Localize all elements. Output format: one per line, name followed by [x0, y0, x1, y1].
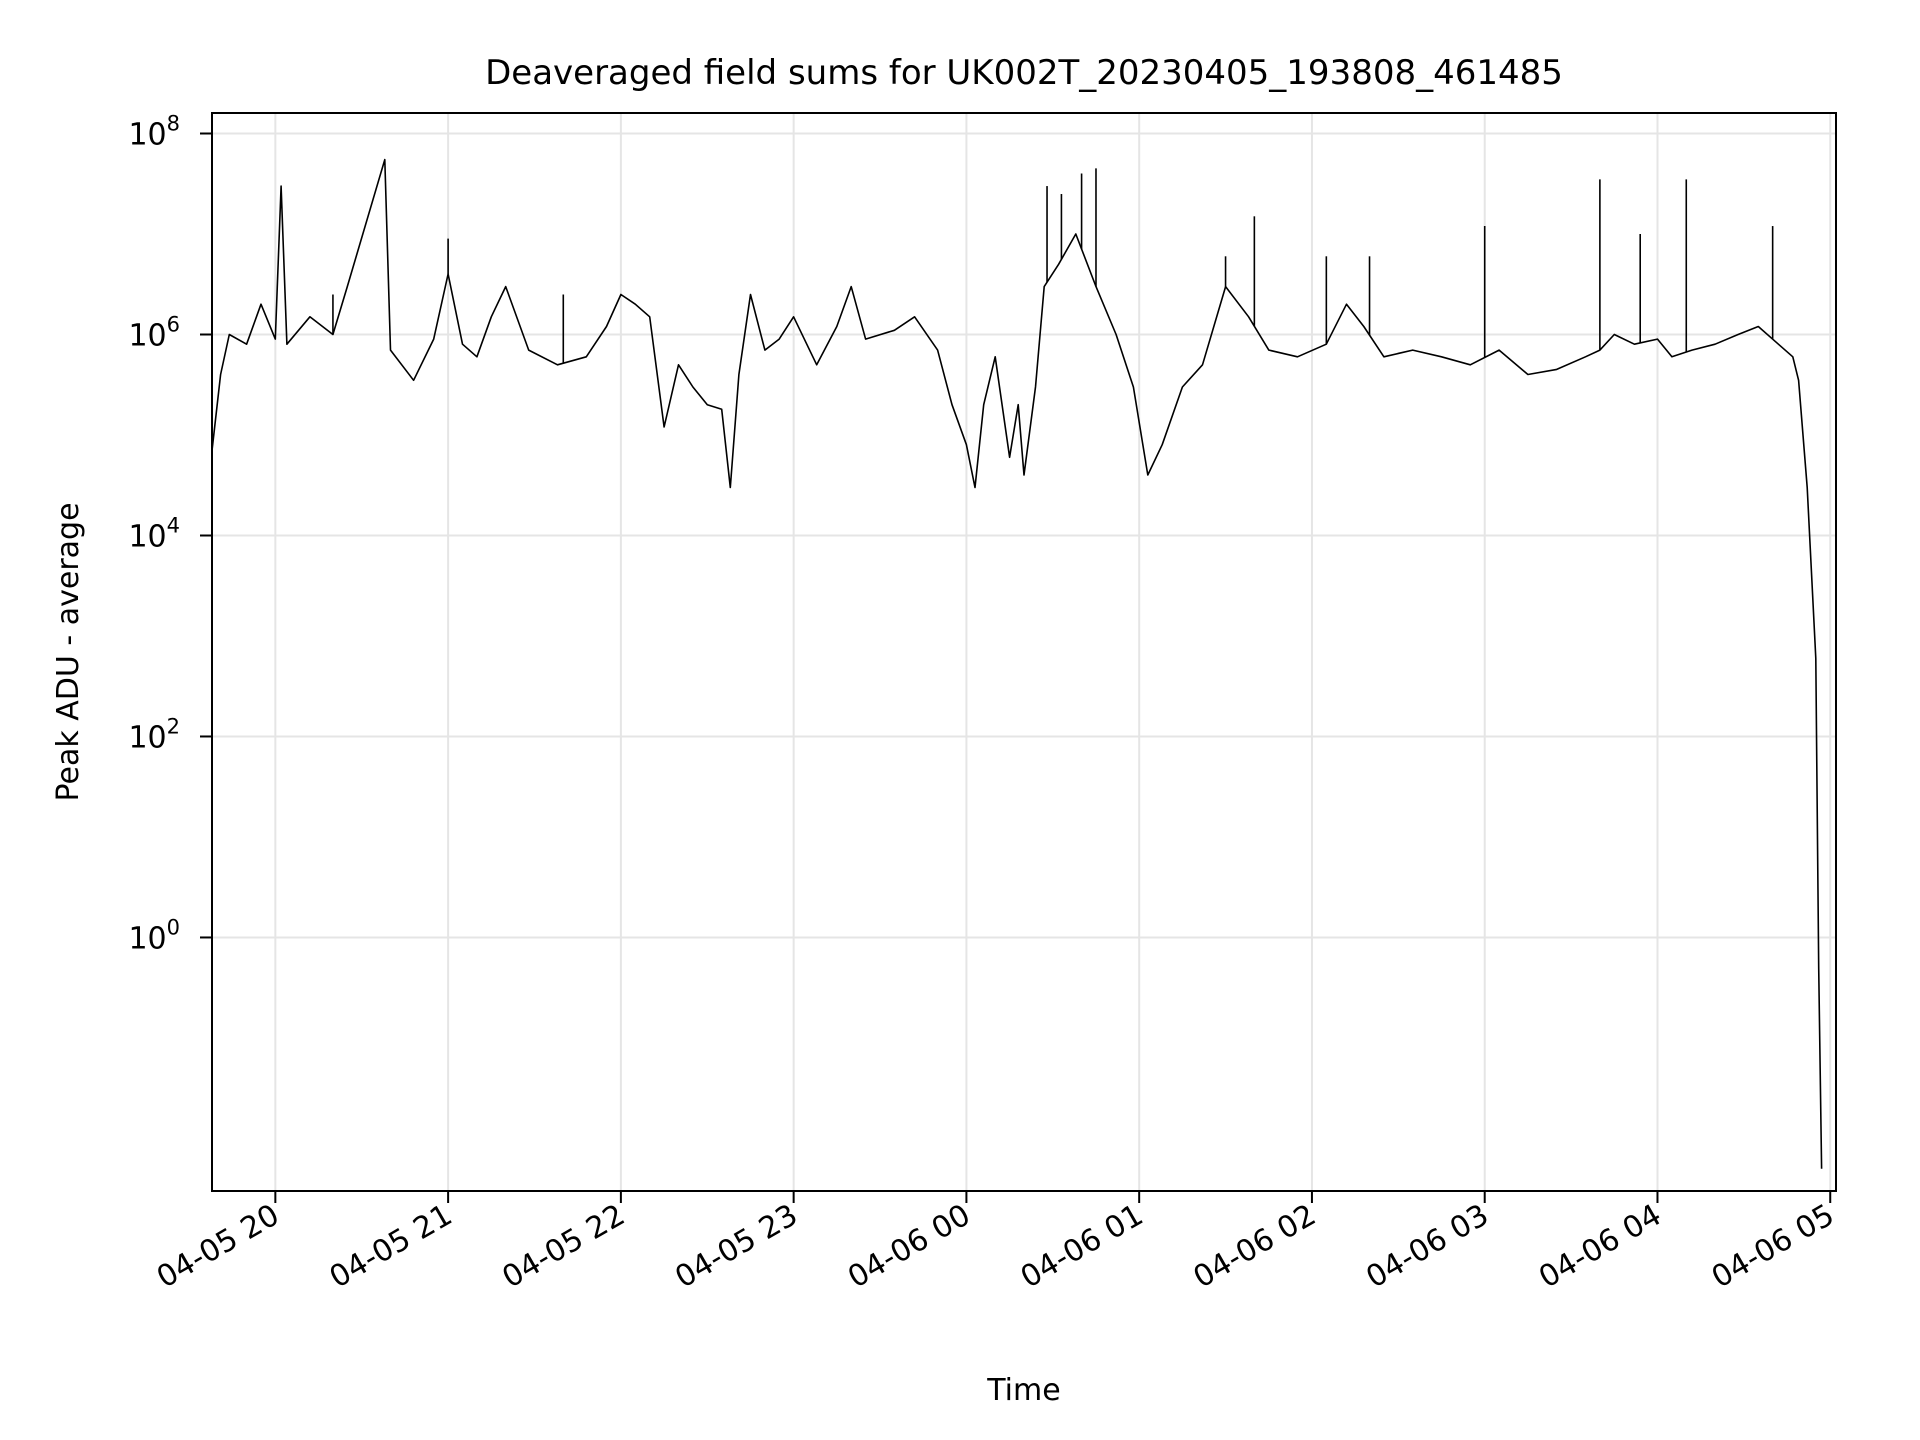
y-tick-base: 10	[128, 921, 166, 956]
y-tick-label: 100	[128, 915, 180, 956]
y-tick-exponent: 8	[167, 112, 180, 136]
series-line	[211, 158, 1823, 1169]
y-tick-label: 106	[128, 313, 180, 354]
y-tick-exponent: 4	[167, 513, 180, 537]
y-tick-label: 108	[128, 112, 180, 153]
y-tick-base: 10	[128, 118, 166, 153]
axes-frame	[211, 112, 1837, 1192]
x-axis-label: Time	[986, 1373, 1060, 1408]
y-tick-base: 10	[128, 519, 166, 554]
y-tick-exponent: 0	[167, 915, 180, 939]
y-tick-base: 10	[128, 319, 166, 354]
y-tick-exponent: 2	[167, 714, 180, 738]
y-tick-label: 102	[128, 714, 180, 755]
y-tick-label: 104	[128, 513, 180, 554]
y-axis-label: Peak ADU - average	[51, 502, 86, 801]
chart-title: Deaveraged field sums for UK002T_2023040…	[485, 53, 1563, 93]
y-tick-base: 10	[128, 720, 166, 755]
plot-area	[211, 158, 1823, 1169]
y-tick-exponent: 6	[167, 313, 180, 337]
